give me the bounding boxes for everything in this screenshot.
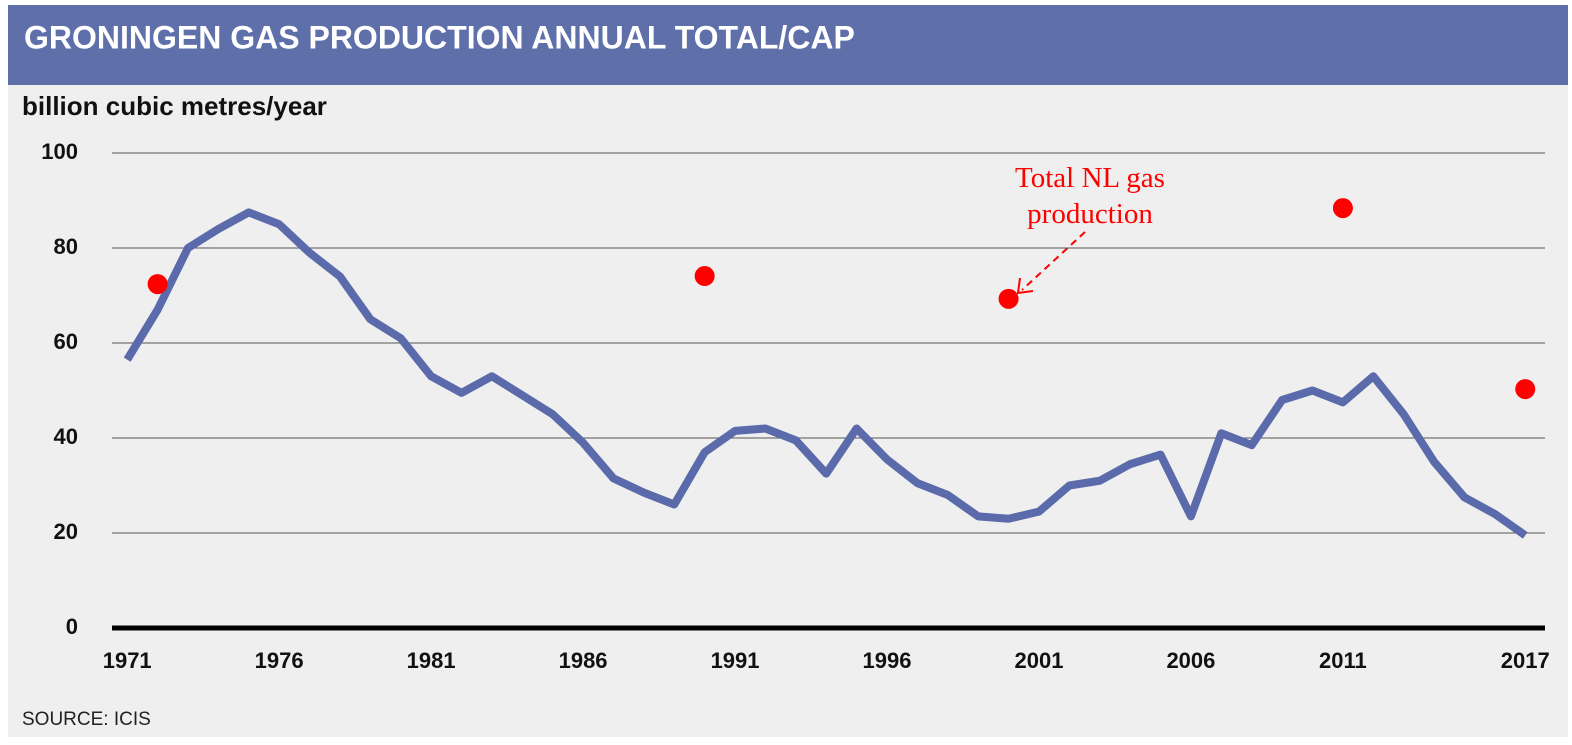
nl-total-point (998, 288, 1019, 309)
nl-total-point (694, 266, 715, 287)
nl-total-point (1515, 379, 1536, 400)
x-tick-label: 1976 (255, 648, 304, 673)
series-line (123, 208, 1528, 539)
nl-total-point (1332, 198, 1353, 219)
y-tick-label: 0 (66, 614, 78, 639)
y-tick-label: 100 (41, 139, 78, 164)
x-tick-label: 2006 (1166, 648, 1215, 673)
x-tick-label: 1996 (863, 648, 912, 673)
y-tick-label: 20 (54, 519, 78, 544)
arrow-head (1016, 277, 1034, 295)
panel (8, 5, 1568, 737)
source: SOURCE: ICIS (22, 709, 151, 730)
x-tick-label: 2011 (1319, 648, 1367, 673)
chart-title: GRONINGEN GAS PRODUCTION ANNUAL TOTAL/CA… (24, 19, 855, 55)
y-axis-title: billion cubic metres/year (22, 91, 327, 121)
x-tick-label: 1981 (407, 648, 456, 673)
y-tick-label: 60 (54, 329, 78, 354)
x-tick-label: 1991 (711, 648, 760, 673)
y-tick-label: 40 (54, 424, 78, 449)
title-bar (8, 5, 1568, 85)
x-tick-label: 1986 (559, 648, 608, 673)
annotation: Total NL gas production (1015, 162, 1165, 230)
y-tick-label: 80 (54, 234, 78, 259)
nl-total-point (147, 274, 168, 295)
x-tick-label: 2001 (1014, 648, 1063, 673)
annotation-arrow (1021, 231, 1086, 291)
x-tick-label: 2017 (1501, 648, 1550, 673)
x-tick-label: 1971 (103, 648, 152, 673)
